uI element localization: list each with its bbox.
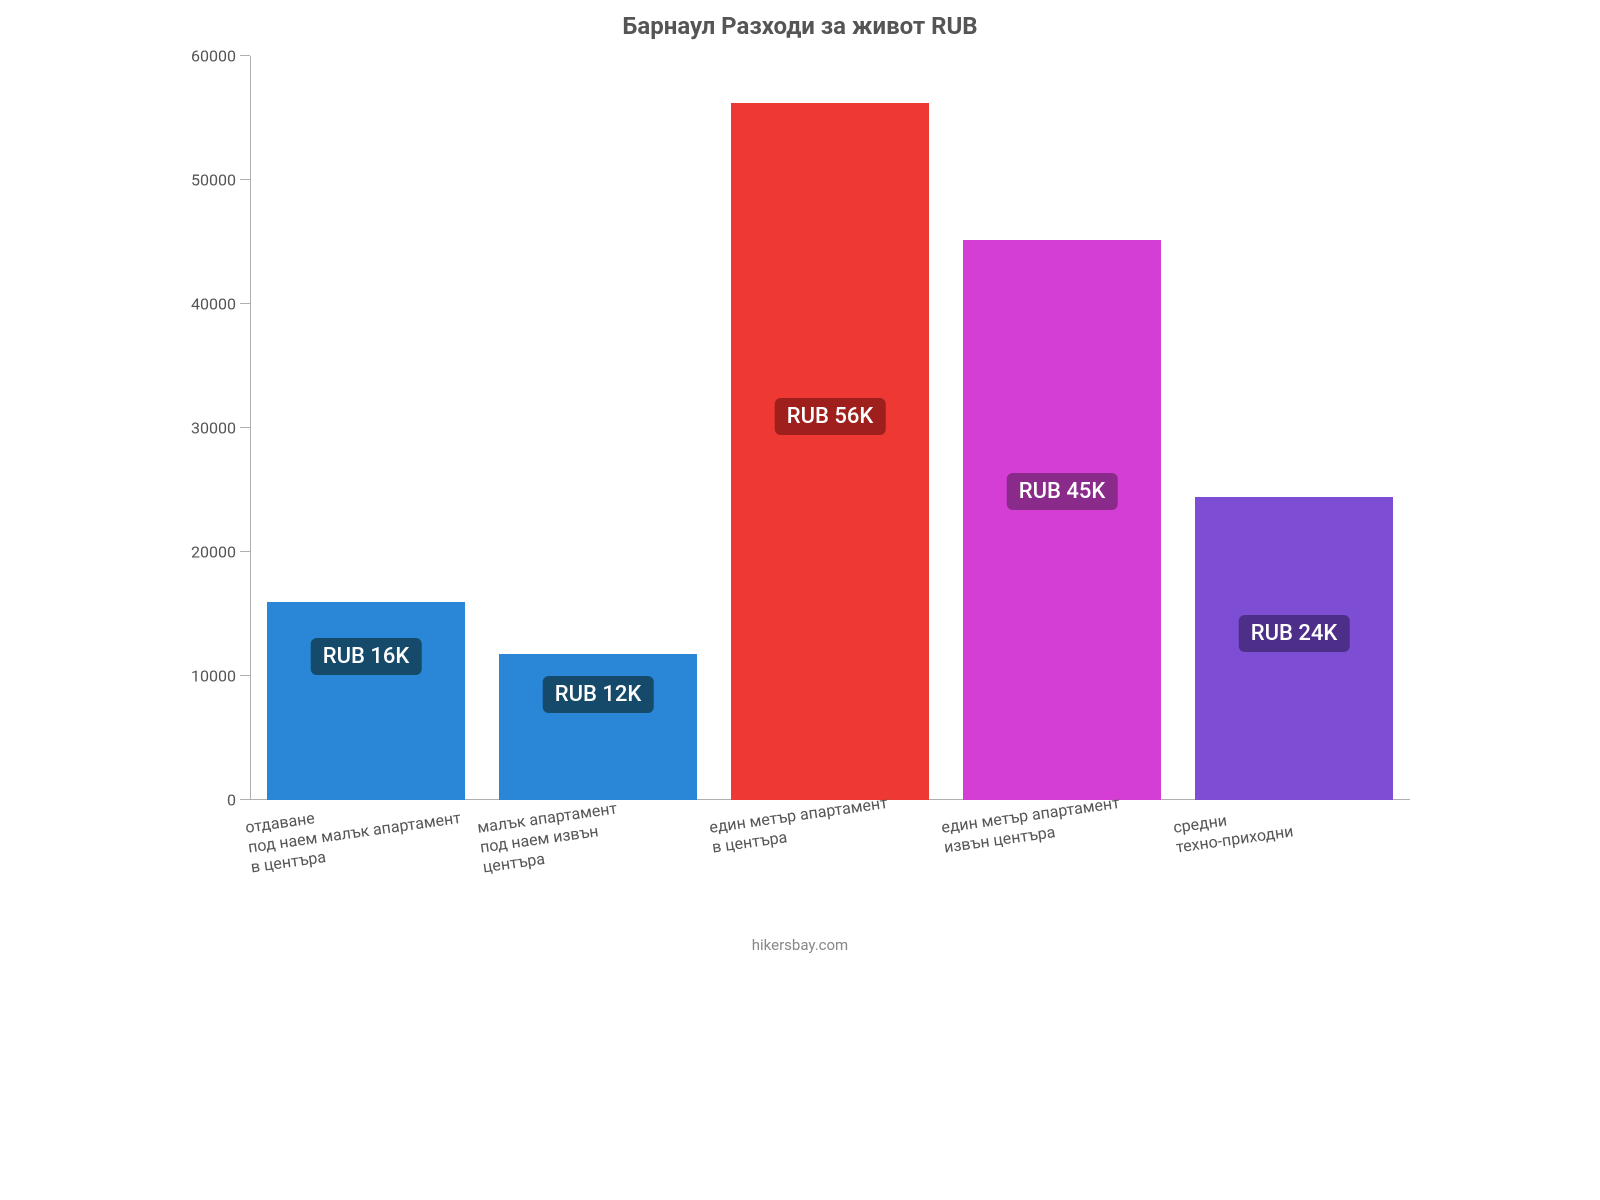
y-tick <box>240 55 250 56</box>
y-tick <box>240 675 250 676</box>
y-tick-label: 10000 <box>191 667 236 686</box>
chart-footer: hikersbay.com <box>150 936 1450 954</box>
chart-title: Барнаул Разходи за живот RUB <box>150 0 1450 48</box>
bar-value-badge: RUB 12K <box>543 676 654 713</box>
bar <box>963 240 1160 800</box>
y-tick-label: 50000 <box>191 171 236 190</box>
y-tick-label: 0 <box>227 791 236 810</box>
bar <box>731 103 928 800</box>
x-axis-category-label: един метър апартамент извън центъра <box>940 793 1124 858</box>
bars-group: RUB 16K RUB 12K RUB 56K RUB 45K RUB 24K <box>250 56 1410 800</box>
plot-area: 0100002000030000400005000060000 RUB 16KR… <box>250 56 1410 800</box>
y-tick <box>240 551 250 552</box>
y-tick <box>240 799 250 800</box>
x-axis-labels: отдаване под наем малък апартамент в цен… <box>250 810 1410 930</box>
bar-value-badge: RUB 16K <box>311 638 422 675</box>
x-axis-category-label: малък апартамент под наем извън центъра <box>476 798 624 877</box>
y-tick <box>240 427 250 428</box>
bar-value-badge: RUB 45K <box>1007 473 1118 510</box>
y-tick-label: 20000 <box>191 543 236 562</box>
y-tick <box>240 303 250 304</box>
x-axis-category-label: средни техно-приходни <box>1172 802 1295 858</box>
y-tick-label: 30000 <box>191 419 236 438</box>
chart-container: Барнаул Разходи за живот RUB 01000020000… <box>150 0 1450 960</box>
bar-value-badge: RUB 24K <box>1239 615 1350 652</box>
bar <box>267 602 464 800</box>
x-axis-category-label: един метър апартамент в центъра <box>708 793 892 858</box>
y-tick-label: 60000 <box>191 47 236 66</box>
x-axis-category-label: отдаване под наем малък апартамент в цен… <box>244 788 465 877</box>
bar-value-badge: RUB 56K <box>775 398 886 435</box>
y-tick <box>240 179 250 180</box>
y-tick-label: 40000 <box>191 295 236 314</box>
